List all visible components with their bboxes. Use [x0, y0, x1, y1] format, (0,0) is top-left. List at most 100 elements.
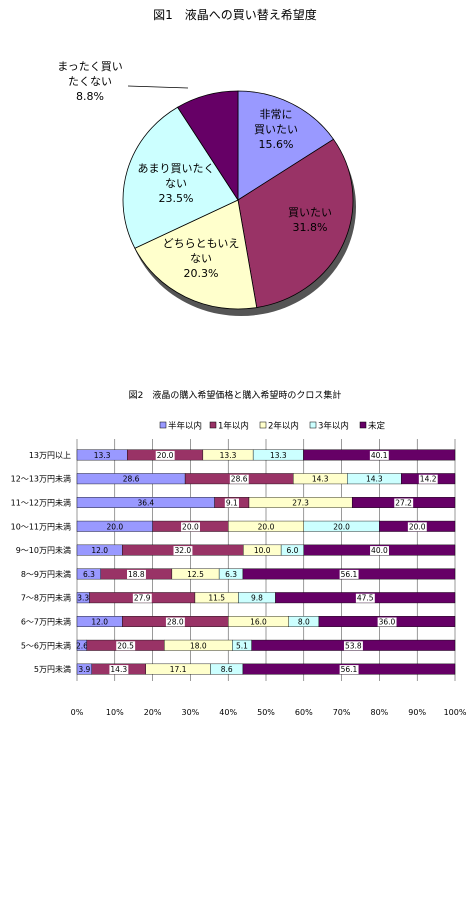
- data-label: 12.5: [187, 570, 204, 579]
- pie-slices: [122, 90, 354, 310]
- bar-x-tick-labels: 0% 10% 20% 30% 40% 50% 60% 70% 80% 90% 100%: [71, 708, 467, 717]
- data-label: 20.5: [117, 641, 134, 650]
- pie-slice-label: あまり買いたくない 23.5%: [138, 162, 215, 205]
- data-label: 6.3: [225, 570, 237, 579]
- data-label-bg: [173, 546, 193, 556]
- legend-swatch: [259, 421, 267, 429]
- data-label: 40.0: [371, 546, 388, 555]
- category-label: 5～6万円未満: [21, 640, 71, 650]
- legend-swatch: [359, 421, 367, 429]
- x-tick-label: 40%: [219, 708, 237, 717]
- data-label: 27.9: [134, 594, 151, 603]
- data-label: 56.1: [341, 665, 358, 674]
- data-label-bg: [229, 474, 249, 484]
- data-label-bg: [155, 450, 175, 460]
- data-label: 32.0: [174, 546, 191, 555]
- data-label-bg: [343, 641, 363, 651]
- category-label: 11～12万円未満: [11, 498, 71, 508]
- data-label-bg: [181, 522, 200, 532]
- data-label: 8.0: [298, 618, 310, 627]
- bar-category-labels: 13万円以上 12～13万円未満 11～12万円未満 10～11万円未満 9～10万円未…: [11, 451, 71, 674]
- pie-chart: 非常に買いたい 15.6% 買いたい 31.8% どちらともいえない 20.3% あまり買い…: [57, 60, 356, 316]
- data-label: 20.0: [106, 522, 123, 531]
- data-label: 9.1: [226, 499, 238, 508]
- x-tick-label: 10%: [106, 708, 124, 717]
- data-label: 53.8: [345, 641, 362, 650]
- x-tick-label: 100%: [444, 708, 467, 717]
- x-tick-label: 90%: [408, 708, 426, 717]
- legend-swatch: [159, 421, 167, 429]
- data-label: 2.6: [76, 641, 88, 650]
- data-label-bg: [355, 593, 375, 603]
- category-label: 7～8万円未満: [21, 593, 71, 603]
- data-label-bg: [418, 474, 438, 484]
- data-label: 20.0: [409, 522, 426, 531]
- data-label-bg: [339, 665, 359, 675]
- data-label: 12.0: [91, 546, 108, 555]
- data-label-bg: [116, 641, 136, 651]
- data-label: 6.0: [286, 546, 298, 555]
- data-label: 18.8: [128, 570, 145, 579]
- data-label: 18.0: [190, 641, 207, 650]
- data-label-bg: [126, 569, 146, 579]
- pie-slice-label: どちらともいえない 20.3%: [163, 237, 240, 280]
- data-label: 14.3: [312, 475, 329, 484]
- category-label: 8～9万円未満: [21, 569, 71, 579]
- data-label: 5.1: [236, 641, 248, 650]
- data-label: 16.0: [250, 618, 267, 627]
- data-label: 13.3: [270, 451, 287, 460]
- data-label: 56.1: [341, 570, 358, 579]
- category-label: 6～7万円未満: [21, 617, 71, 627]
- data-label: 13.3: [94, 451, 111, 460]
- data-label: 14.3: [366, 475, 383, 484]
- data-label: 28.0: [167, 618, 184, 627]
- data-label: 6.3: [83, 570, 95, 579]
- data-label-bg: [377, 617, 397, 627]
- data-label: 27.2: [395, 499, 412, 508]
- data-label-bg: [369, 450, 389, 460]
- data-label: 28.6: [231, 475, 248, 484]
- bar-legend: 半年以内 1年以内 2年以内 3年以内 未定: [159, 421, 386, 432]
- category-label: 13万円以上: [29, 451, 71, 460]
- data-label: 36.4: [137, 499, 154, 508]
- data-label: 20.0: [182, 522, 199, 531]
- data-label: 11.5: [208, 594, 225, 603]
- x-tick-label: 70%: [333, 708, 351, 717]
- data-label-bg: [224, 498, 239, 508]
- legend-label: 半年以内: [168, 421, 202, 432]
- pie-slice: [237, 90, 335, 201]
- data-label-bg: [109, 665, 129, 675]
- data-label-bg: [339, 569, 359, 579]
- data-label: 20.0: [333, 522, 350, 531]
- category-label: 10～11万円未満: [11, 521, 71, 531]
- data-label: 9.8: [251, 594, 263, 603]
- data-label: 27.3: [292, 499, 309, 508]
- data-label: 47.5: [357, 594, 374, 603]
- pie-slice-label: 買いたい 31.8%: [288, 206, 332, 234]
- data-label-bg: [132, 593, 152, 603]
- x-tick-label: 50%: [257, 708, 275, 717]
- pie-slice-label: 非常に買いたい 15.6%: [254, 108, 298, 151]
- data-label: 14.3: [110, 665, 127, 674]
- legend-label: 2年以内: [268, 421, 299, 432]
- data-label: 14.2: [420, 475, 437, 484]
- bar-bars: 13.3 20.0 13.3 13.3 40.1 28.6 28.6 14.3 14.3 14.2…: [76, 449, 456, 675]
- category-label: 5万円未満: [34, 664, 71, 674]
- data-label: 10.0: [254, 546, 271, 555]
- x-tick-label: 20%: [144, 708, 162, 717]
- x-tick-label: 60%: [295, 708, 313, 717]
- pie-leader-line: [127, 85, 189, 89]
- pie-slice: [134, 199, 258, 310]
- data-label: 28.6: [123, 475, 140, 484]
- pie-slice-label: まったく買いたくない 8.8%: [57, 60, 123, 103]
- legend-swatch: [309, 421, 317, 429]
- category-label: 12～13万円未満: [11, 474, 71, 484]
- legend-label: 未定: [368, 421, 386, 432]
- pie-labels: 非常に買いたい 15.6% 買いたい 31.8% どちらともいえない 20.3% あまり買い…: [57, 60, 332, 280]
- data-label: 13.3: [220, 451, 237, 460]
- x-tick-label: 30%: [182, 708, 200, 717]
- data-label: 3.3: [77, 594, 89, 603]
- bar-chart-title: 図2 液晶の購入希望価格と購入希望時のクロス集計: [129, 389, 342, 401]
- data-label: 20.0: [258, 522, 275, 531]
- data-label: 12.0: [91, 618, 108, 627]
